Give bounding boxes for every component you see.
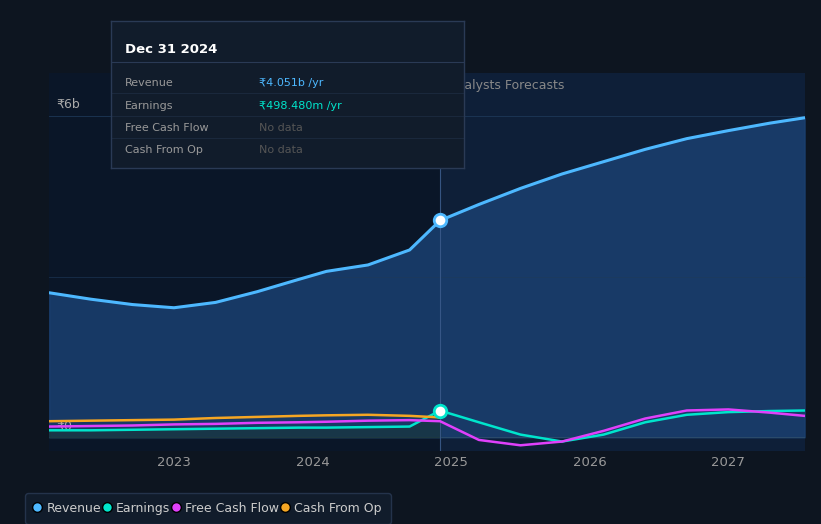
Text: Earnings: Earnings [125, 101, 173, 111]
Text: Dec 31 2024: Dec 31 2024 [125, 43, 218, 56]
Text: Free Cash Flow: Free Cash Flow [125, 123, 209, 133]
Text: Revenue: Revenue [125, 78, 174, 88]
Text: ₹4.051b /yr: ₹4.051b /yr [259, 78, 323, 88]
Bar [440, 73, 805, 451]
Text: Past: Past [406, 79, 432, 92]
Text: Analysts Forecasts: Analysts Forecasts [448, 79, 565, 92]
Text: ₹6b: ₹6b [56, 98, 80, 111]
Text: Cash From Op: Cash From Op [125, 145, 203, 155]
Bar [49, 73, 440, 451]
Text: ₹0: ₹0 [56, 420, 72, 433]
Text: No data: No data [259, 145, 303, 155]
Text: No data: No data [259, 123, 303, 133]
Text: ₹498.480m /yr: ₹498.480m /yr [259, 101, 342, 111]
Legend: Revenue, Earnings, Free Cash Flow, Cash From Op: Revenue, Earnings, Free Cash Flow, Cash … [25, 493, 391, 523]
